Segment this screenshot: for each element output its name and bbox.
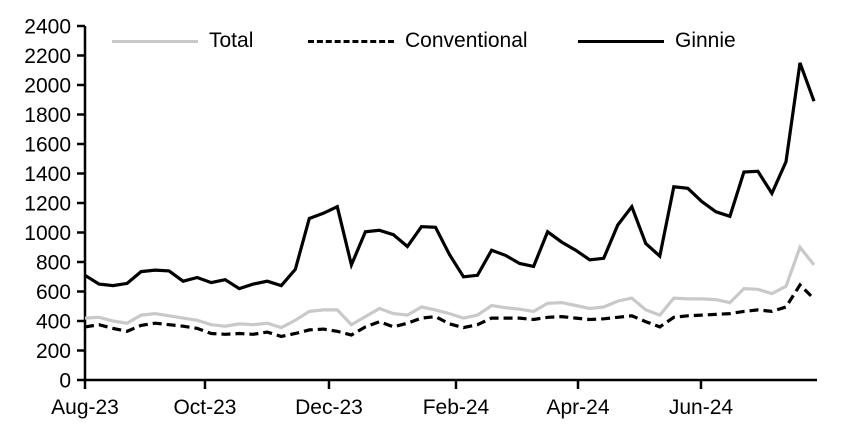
x-axis-tick-label: Oct-23 — [173, 396, 236, 419]
conventional-line-sample-icon — [308, 39, 394, 43]
y-axis-tick-label: 800 — [36, 252, 71, 275]
legend-label-ginnie: Ginnie — [675, 29, 736, 52]
x-axis-tick-label: Jun-24 — [669, 396, 734, 419]
legend-item-total: Total — [112, 30, 253, 52]
y-axis-tick-label: 1600 — [24, 134, 71, 157]
total-line-sample-icon — [112, 39, 198, 43]
x-axis-tick-label: Apr-24 — [546, 396, 609, 419]
legend-item-ginnie: Ginnie — [578, 30, 736, 52]
x-axis-tick-label: Feb-24 — [423, 396, 490, 419]
y-axis-tick-label: 1400 — [24, 163, 71, 186]
y-axis-tick-label: 1800 — [24, 104, 71, 127]
y-axis-tick-label: 400 — [36, 311, 71, 334]
x-axis-tick-label: Dec-23 — [295, 396, 363, 419]
y-axis-tick-label: 200 — [36, 340, 71, 363]
legend-label-conventional: Conventional — [405, 29, 528, 52]
y-axis-tick-label: 2400 — [24, 16, 71, 39]
y-axis-tick-label: 2000 — [24, 75, 71, 98]
legend-label-total: Total — [209, 29, 254, 52]
y-axis-tick-label: 1200 — [24, 193, 71, 216]
series-line-conventional — [84, 282, 816, 339]
x-axis-tick-label: Aug-23 — [51, 396, 119, 419]
legend-item-conventional: Conventional — [308, 30, 528, 52]
y-axis-tick-label: 0 — [59, 370, 71, 393]
y-axis-tick-label: 2200 — [24, 45, 71, 68]
series-line-total — [84, 244, 816, 330]
y-axis-tick-label: 600 — [36, 281, 71, 304]
ginnie-line-sample-icon — [578, 39, 664, 43]
series-line-ginnie — [84, 62, 816, 291]
y-axis-tick-label: 1000 — [24, 222, 71, 245]
